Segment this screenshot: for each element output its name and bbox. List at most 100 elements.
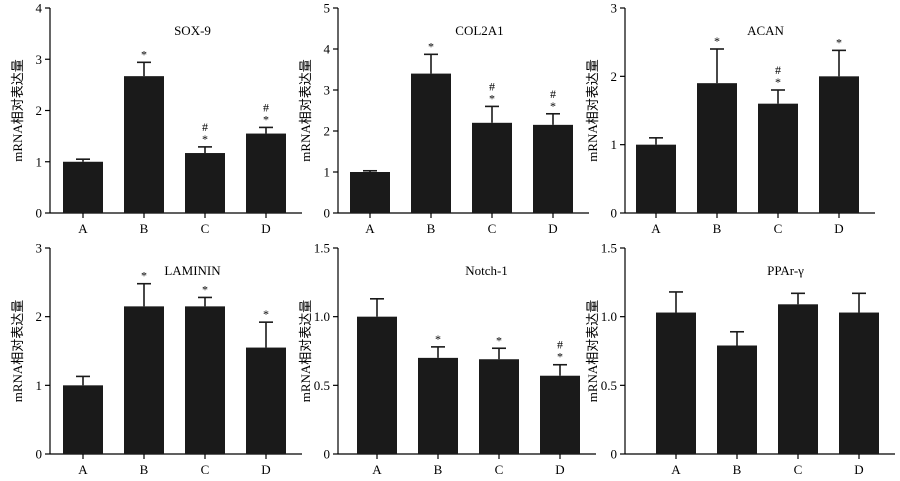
x-tick-label: C [774,221,783,236]
chart-title: LAMININ [164,263,221,278]
bar-B [124,306,164,454]
x-tick-label: D [261,221,270,236]
significance-mark: * [775,75,781,89]
significance-mark: * [428,39,434,53]
bar-C [479,359,519,454]
y-tick-label: 4 [36,1,43,16]
bar-A [357,316,397,454]
bar-B [411,73,451,213]
significance-mark: * [141,269,147,283]
bar-A [63,385,103,454]
significance-mark: * [836,35,842,49]
chart-panel-4: 0 1 2 3 mRNA相对表达量 LAMININ A B * C * D * [10,241,302,477]
chart-title: SOX-9 [174,23,211,38]
y-tick-label: 1 [324,165,331,180]
significance-mark: # [775,63,781,77]
x-tick-label: D [555,462,564,477]
y-axis-label: mRNA相对表达量 [298,59,313,162]
significance-mark: * [714,34,720,48]
y-tick-label: 2 [36,103,43,118]
x-tick-label: C [201,221,210,236]
bar-A [636,144,676,213]
significance-mark: # [489,79,495,93]
y-tick-label: 2 [611,69,618,84]
bar-C [758,103,798,213]
x-tick-label: A [671,462,681,477]
significance-mark: * [496,333,502,347]
x-tick-label: B [140,462,149,477]
chart-title: COL2A1 [455,23,503,38]
bar-D [246,347,286,454]
significance-mark: # [557,338,563,352]
y-tick-label: 1 [36,154,43,169]
bar-A [63,161,103,213]
y-axis-label: mRNA相对表达量 [585,59,600,162]
y-tick-label: 0.5 [314,378,330,393]
significance-mark: * [263,307,269,321]
bar-B [717,345,757,454]
y-tick-label: 1 [36,378,43,393]
significance-mark: * [557,350,563,364]
bar-A [350,172,390,213]
bar-D [246,133,286,213]
bar-C [185,153,225,213]
y-tick-label: 2 [324,124,331,139]
y-tick-label: 5 [324,1,331,16]
bar-D [540,375,580,454]
bar-A [656,312,696,454]
x-tick-label: B [140,221,149,236]
x-tick-label: A [372,462,382,477]
y-tick-label: 0.5 [601,378,617,393]
y-tick-label: 2 [36,309,43,324]
bar-C [778,304,818,454]
x-tick-label: D [548,221,557,236]
y-tick-label: 0 [324,447,331,462]
y-axis-label: mRNA相对表达量 [10,59,25,162]
x-tick-label: C [495,462,504,477]
y-tick-label: 0 [611,206,618,221]
y-tick-label: 4 [324,42,331,57]
x-tick-label: C [201,462,210,477]
y-tick-label: 1.5 [601,241,617,256]
significance-mark: # [263,100,269,114]
significance-mark: * [263,112,269,126]
significance-mark: * [489,91,495,105]
y-tick-label: 0 [324,206,331,221]
y-axis-label: mRNA相对表达量 [10,300,25,403]
x-tick-label: A [365,221,375,236]
y-tick-label: 1 [611,137,618,152]
x-tick-label: D [854,462,863,477]
significance-mark: * [435,332,441,346]
x-tick-label: B [733,462,742,477]
bar-D [839,312,879,454]
x-tick-label: C [488,221,497,236]
y-tick-label: 1.0 [314,309,330,324]
bar-D [533,124,573,213]
y-tick-label: 3 [36,241,43,256]
x-tick-label: A [651,221,661,236]
x-tick-label: C [794,462,803,477]
bar-C [185,306,225,454]
y-tick-label: 1.0 [601,309,617,324]
chart-title: ACAN [747,23,784,38]
y-tick-label: 0 [611,447,618,462]
bar-B [697,83,737,214]
significance-mark: * [202,282,208,296]
x-tick-label: A [78,462,88,477]
y-axis-label: mRNA相对表达量 [298,300,313,403]
y-axis-label: mRNA相对表达量 [585,300,600,403]
x-tick-label: B [434,462,443,477]
x-tick-label: D [261,462,270,477]
y-tick-label: 3 [36,52,43,67]
y-tick-label: 0 [36,447,43,462]
x-tick-label: B [713,221,722,236]
bar-B [418,357,458,454]
y-tick-label: 3 [324,83,331,98]
chart-panel-6: 0 0.5 1.0 1.5 mRNA相对表达量 PPAr-γ A B C D [585,241,895,477]
significance-mark: * [550,99,556,113]
